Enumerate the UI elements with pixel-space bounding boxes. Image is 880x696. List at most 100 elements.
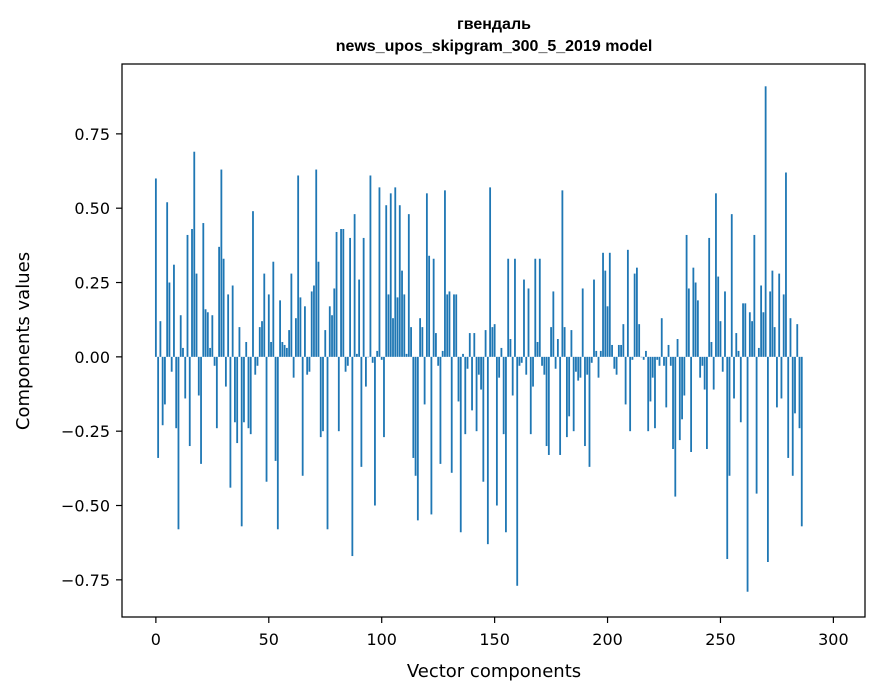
bar — [581, 288, 584, 357]
bar — [710, 341, 713, 357]
bar — [204, 309, 207, 357]
bar — [495, 356, 498, 506]
bar — [430, 356, 433, 515]
bar — [437, 356, 440, 366]
bar — [651, 356, 654, 378]
bar — [486, 356, 489, 545]
bar — [523, 279, 525, 357]
bar — [188, 356, 191, 447]
bar — [484, 330, 487, 357]
bar — [342, 229, 345, 357]
bar — [247, 356, 250, 429]
bar — [771, 270, 774, 357]
bar — [340, 229, 342, 357]
bar — [351, 356, 354, 557]
bar — [672, 356, 674, 450]
x-axis-label: Vector components — [407, 661, 581, 682]
bar — [685, 234, 688, 357]
bar — [753, 234, 756, 357]
bar — [256, 356, 259, 366]
bar — [757, 347, 760, 357]
bar — [626, 249, 629, 357]
bar — [717, 276, 720, 357]
bar — [304, 306, 306, 357]
bar — [374, 356, 376, 506]
y-tick-label: −0.50 — [61, 497, 110, 516]
bar — [477, 356, 480, 375]
bar — [290, 273, 293, 357]
bar — [446, 294, 449, 357]
bar — [577, 356, 580, 381]
bar — [608, 252, 611, 357]
bar — [726, 356, 729, 560]
bar — [699, 356, 702, 378]
bar — [206, 312, 209, 357]
bar — [785, 172, 787, 357]
bar — [358, 279, 361, 357]
bar — [416, 356, 419, 521]
bar — [500, 347, 503, 357]
bar — [222, 258, 225, 357]
bar — [473, 333, 476, 357]
bar — [602, 252, 604, 357]
bar — [586, 356, 589, 375]
bar — [649, 356, 652, 402]
bar — [554, 356, 557, 369]
bar — [543, 356, 546, 375]
bar — [760, 285, 763, 357]
bar — [624, 356, 627, 405]
bar — [536, 341, 539, 357]
bar — [773, 327, 776, 357]
bar — [441, 350, 444, 357]
bar — [520, 356, 523, 363]
bar — [678, 356, 681, 441]
bar — [631, 356, 634, 360]
bar — [170, 356, 173, 372]
bar — [545, 356, 548, 447]
bar — [164, 356, 166, 405]
bar — [789, 318, 792, 357]
bar — [313, 285, 315, 357]
bar — [283, 344, 286, 357]
bar — [681, 356, 683, 420]
bar — [301, 356, 304, 476]
bar — [590, 356, 593, 363]
bar — [606, 306, 609, 357]
bar — [175, 356, 178, 429]
bar — [157, 356, 160, 458]
bar — [656, 356, 659, 360]
bar — [315, 169, 318, 357]
bar — [706, 356, 708, 450]
bar — [197, 356, 200, 396]
bar — [193, 151, 196, 357]
bar — [744, 303, 747, 357]
bar — [575, 356, 577, 372]
bar — [168, 282, 171, 357]
bar — [746, 356, 749, 592]
bar — [337, 356, 340, 432]
bar — [489, 187, 492, 357]
bar — [532, 356, 534, 387]
bar — [529, 356, 532, 435]
bar — [538, 258, 541, 357]
bar — [615, 356, 618, 375]
bar — [263, 273, 266, 357]
bar — [633, 273, 636, 357]
bar — [493, 324, 496, 357]
bar — [776, 356, 778, 408]
bar — [629, 356, 632, 432]
bar — [742, 303, 744, 357]
bar — [462, 353, 464, 357]
bar — [274, 356, 277, 461]
bar — [308, 356, 311, 372]
bar — [159, 321, 162, 357]
x-tick-label: 150 — [479, 630, 510, 649]
bar — [326, 356, 329, 530]
bar — [798, 356, 801, 429]
bar — [696, 300, 699, 357]
bar — [378, 187, 381, 357]
bar — [322, 356, 324, 432]
bar — [288, 330, 291, 357]
y-axis-ticks: −0.75 −0.50 −0.25 0.00 0.25 0.50 0.75 — [61, 125, 122, 590]
bar — [471, 356, 473, 411]
